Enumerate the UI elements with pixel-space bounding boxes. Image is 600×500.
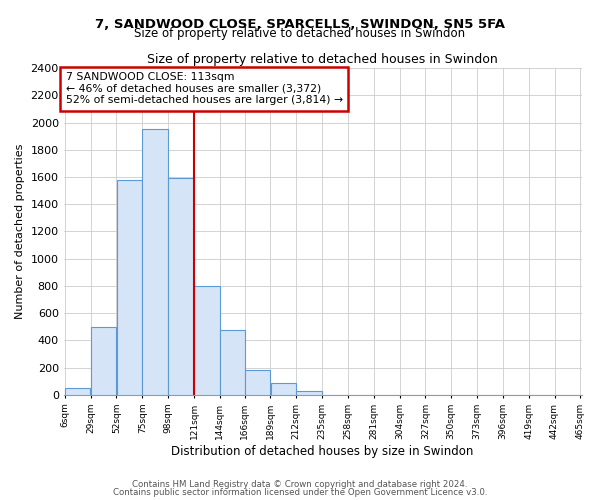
Bar xyxy=(169,178,194,395)
Bar xyxy=(142,130,168,395)
Bar xyxy=(220,330,245,395)
Text: Contains HM Land Registry data © Crown copyright and database right 2024.: Contains HM Land Registry data © Crown c… xyxy=(132,480,468,489)
Y-axis label: Number of detached properties: Number of detached properties xyxy=(15,144,25,319)
Bar xyxy=(116,180,142,395)
Bar xyxy=(91,327,116,395)
Bar xyxy=(65,388,91,395)
Text: Size of property relative to detached houses in Swindon: Size of property relative to detached ho… xyxy=(134,28,466,40)
Bar xyxy=(296,391,322,395)
X-axis label: Distribution of detached houses by size in Swindon: Distribution of detached houses by size … xyxy=(172,444,474,458)
Text: 7, SANDWOOD CLOSE, SPARCELLS, SWINDON, SN5 5FA: 7, SANDWOOD CLOSE, SPARCELLS, SWINDON, S… xyxy=(95,18,505,30)
Text: 7 SANDWOOD CLOSE: 113sqm
← 46% of detached houses are smaller (3,372)
52% of sem: 7 SANDWOOD CLOSE: 113sqm ← 46% of detach… xyxy=(66,72,343,106)
Text: Contains public sector information licensed under the Open Government Licence v3: Contains public sector information licen… xyxy=(113,488,487,497)
Title: Size of property relative to detached houses in Swindon: Size of property relative to detached ho… xyxy=(147,52,498,66)
Bar xyxy=(271,382,296,395)
Bar xyxy=(245,370,270,395)
Bar xyxy=(194,286,220,395)
